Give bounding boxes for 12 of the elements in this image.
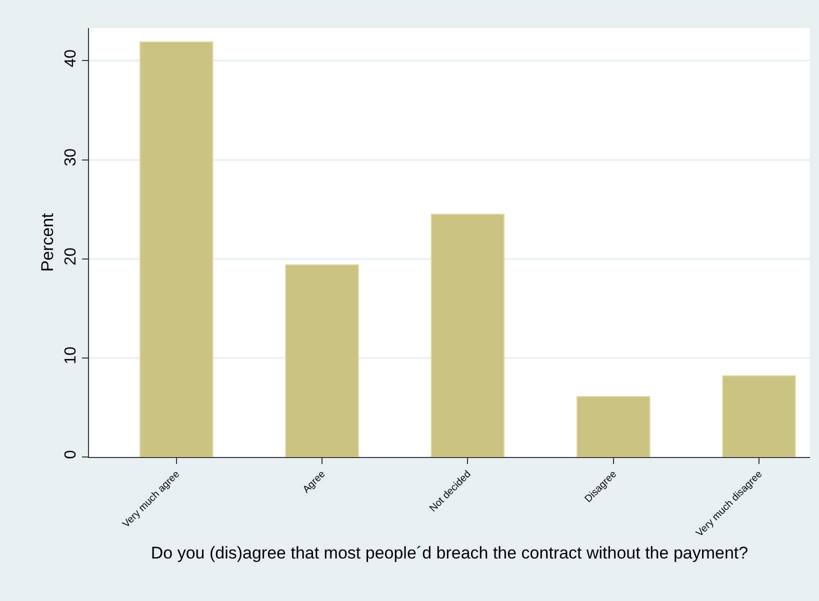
y-tick-label: 10 bbox=[62, 346, 80, 364]
y-tick-label: 40 bbox=[62, 49, 80, 68]
bar bbox=[722, 375, 796, 457]
bar bbox=[430, 214, 505, 457]
y-tick-label: 30 bbox=[62, 148, 80, 166]
y-axis-title: Percent bbox=[38, 212, 58, 272]
x-axis-title: Do you (dis)agree that most people´d breach the contract without the payment? bbox=[150, 544, 748, 563]
bar bbox=[576, 396, 650, 457]
y-tick-label: 0 bbox=[62, 450, 80, 460]
bar bbox=[139, 41, 214, 457]
y-tick-label: 20 bbox=[62, 247, 80, 266]
bar bbox=[285, 264, 359, 457]
